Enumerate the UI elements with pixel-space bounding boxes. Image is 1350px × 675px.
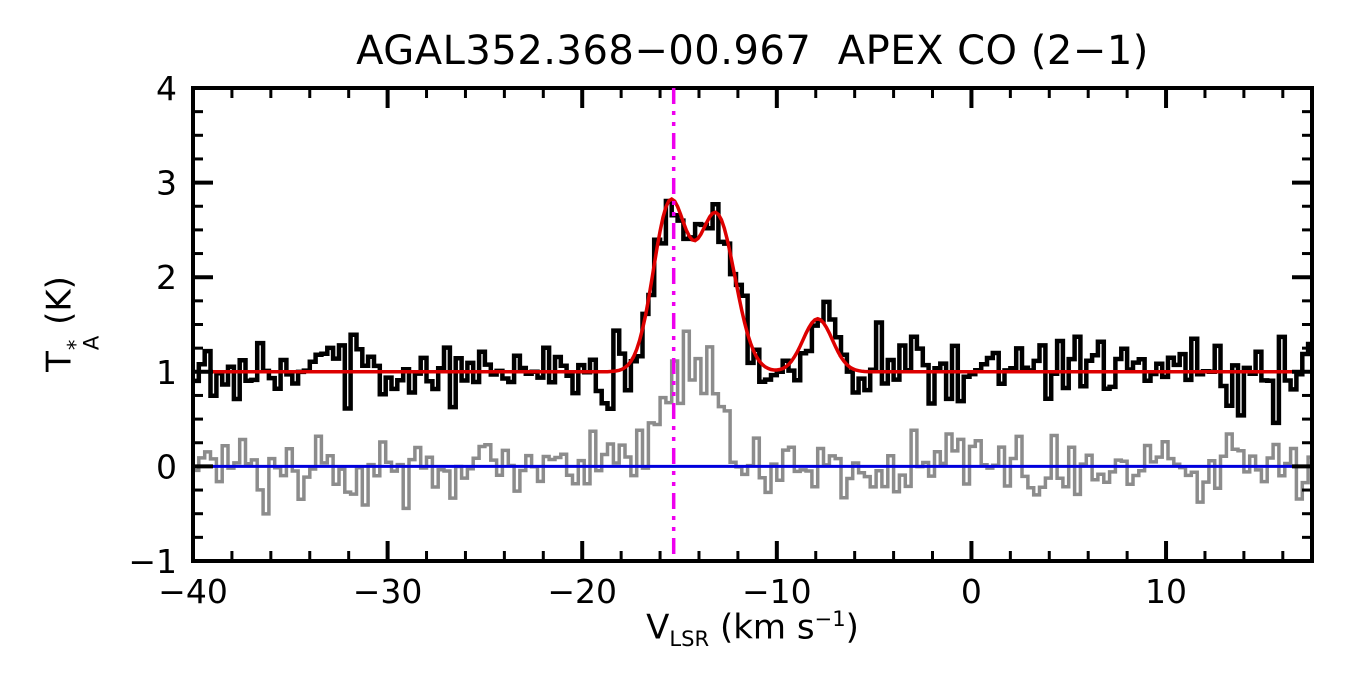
y-tick-label: 2 xyxy=(156,258,177,297)
y-tick-label: 3 xyxy=(156,164,177,203)
x-tick-label: −20 xyxy=(547,572,617,611)
fit-curve xyxy=(193,197,1311,374)
x-axis-label-exponent: −1 xyxy=(814,606,846,631)
y-tick-label: 1 xyxy=(156,353,177,392)
x-tick-label: −30 xyxy=(353,572,423,611)
x-tick-label: 0 xyxy=(961,572,982,611)
spectrum-trace xyxy=(193,198,1312,426)
x-tick-label: 10 xyxy=(1145,572,1187,611)
x-axis-label-unit-close: ) xyxy=(845,607,859,648)
x-tick-label: −40 xyxy=(158,572,228,611)
x-axis-label-symbol: V xyxy=(646,607,670,648)
y-tick-label: 4 xyxy=(156,69,177,108)
x-axis-label-unit: (km s xyxy=(709,607,815,648)
y-tick-label: −1 xyxy=(128,542,177,581)
x-axis-label-subscript: LSR xyxy=(669,626,710,652)
x-axis-label: VLSR (km s−1) xyxy=(193,606,1312,651)
chart-title: AGAL352.368−00.967 APEX CO (2−1) xyxy=(356,28,1149,74)
y-tick-label: 0 xyxy=(156,447,177,486)
x-tick-label: −10 xyxy=(742,572,812,611)
